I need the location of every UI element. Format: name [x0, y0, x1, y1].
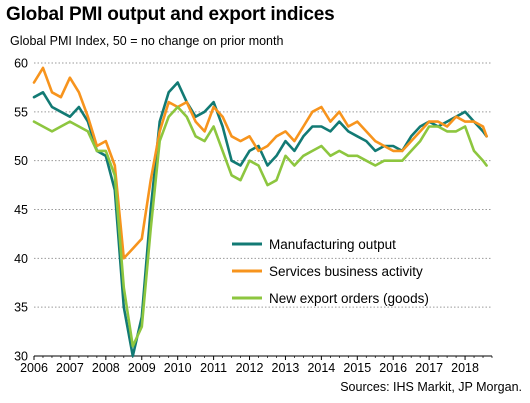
x-tick-label: 2010 [164, 361, 192, 375]
y-tick-label: 30 [14, 350, 28, 364]
x-tick-label: 2012 [236, 361, 264, 375]
legend-label-1: Manufacturing output [269, 237, 396, 252]
legend-label-2: Services business activity [269, 264, 423, 279]
y-tick-label: 45 [14, 203, 28, 217]
x-tick-label: 2013 [272, 361, 300, 375]
x-tick-label: 2015 [343, 361, 371, 375]
series-line-1 [32, 81, 488, 358]
y-tick-label: 50 [14, 154, 28, 168]
legend: Manufacturing output Services business ac… [232, 237, 429, 306]
source-note: Sources: IHS Markit, JP Morgan. [340, 380, 522, 394]
series-line-3 [32, 105, 488, 348]
grid-lines [34, 62, 492, 308]
x-tick-label: 2007 [56, 361, 84, 375]
y-tick-label: 35 [14, 301, 28, 315]
x-tick-label: 2014 [307, 361, 335, 375]
x-axis: 2006 2007 2008 2009 2010 2011 2012 2013 2014 2015… [20, 355, 493, 375]
y-axis: 30 35 40 45 50 55 60 [14, 57, 28, 364]
y-tick-label: 60 [14, 57, 28, 71]
y-tick-label: 55 [14, 105, 28, 119]
chart-subtitle: Global PMI Index, 50 = no change on prio… [10, 34, 284, 48]
series-lines [32, 66, 488, 358]
x-tick-label: 2018 [451, 361, 479, 375]
x-tick-label: 2017 [415, 361, 443, 375]
x-tick-label: 2009 [128, 361, 156, 375]
x-tick-label: 2016 [379, 361, 407, 375]
x-tick-label: 2006 [20, 361, 48, 375]
chart-title: Global PMI output and export indices [6, 4, 335, 25]
series-line-2 [32, 66, 488, 260]
x-tick-label: 2008 [92, 361, 120, 375]
x-tick-label: 2011 [200, 361, 227, 375]
legend-label-3: New export orders (goods) [269, 291, 429, 306]
y-tick-label: 40 [14, 252, 28, 266]
